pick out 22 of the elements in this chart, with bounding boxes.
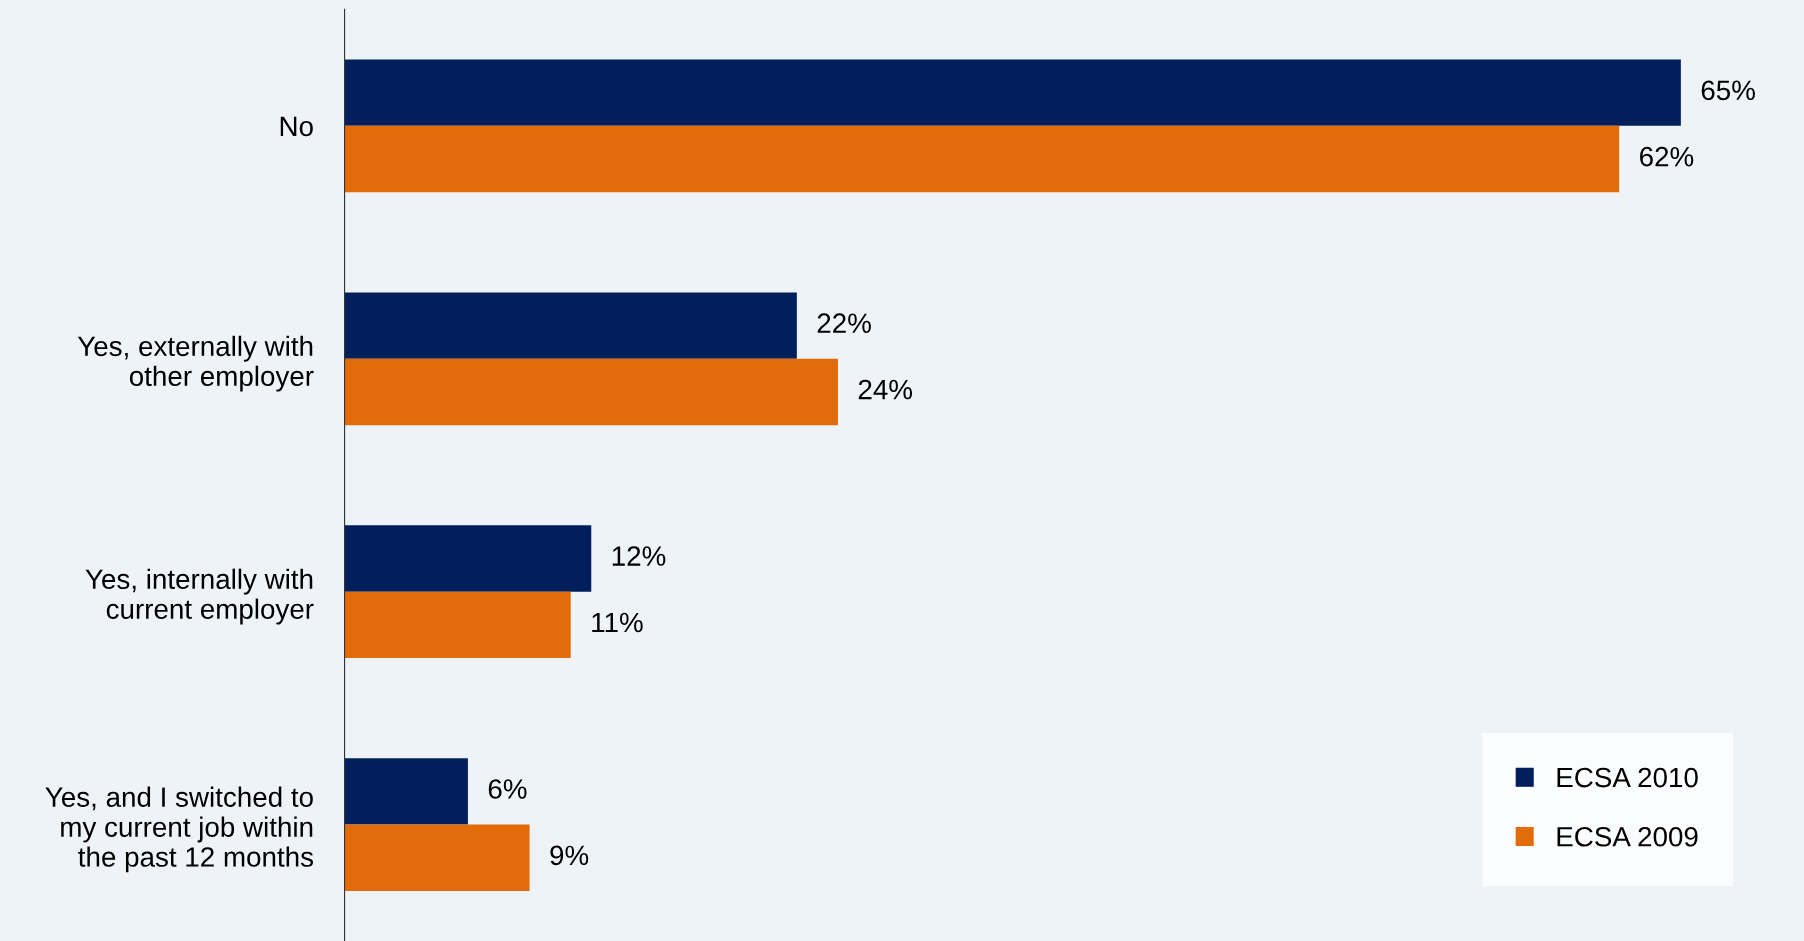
bar [344,125,1620,193]
bar [344,292,797,359]
bar [344,525,592,592]
bar [344,758,468,825]
legend-label: ECSA 2009 [1557,826,1698,847]
y-tick-label: Yes, externally with other employer [77,335,314,392]
data-label: 6% [488,779,527,799]
bar [344,358,838,426]
legend-label: ECSA 2010 [1557,767,1698,788]
bar [344,591,571,659]
data-label: 22% [817,313,871,333]
data-label: 11% [592,612,643,633]
y-tick-label: No [280,116,313,137]
y-tick-label: Yes, and I switched to my current job within the past 12 months [45,786,314,873]
data-label: 62% [1640,146,1694,167]
data-label: 24% [858,379,913,400]
bar [344,824,530,891]
y-tick-label: Yes, internally with current employer [85,568,314,625]
bar [344,59,1681,126]
data-label: 9% [550,845,589,866]
data-label: 65% [1701,80,1755,101]
data-label: 12% [612,546,666,566]
